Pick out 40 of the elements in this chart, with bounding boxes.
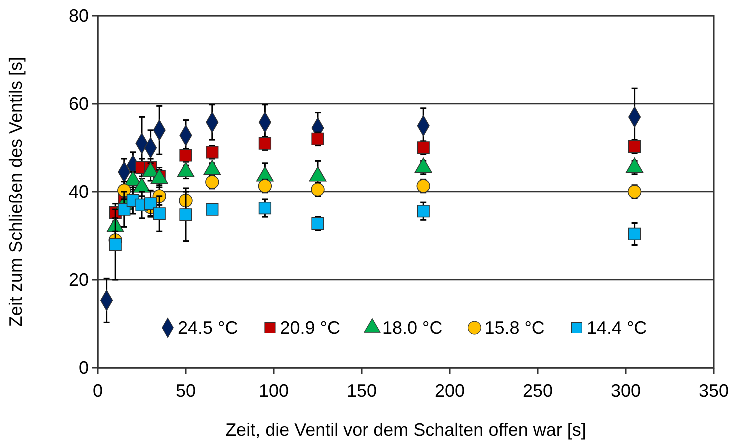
legend-label: 24.5 °C xyxy=(178,318,238,338)
point xyxy=(628,140,642,153)
point xyxy=(312,132,324,146)
point xyxy=(180,149,192,162)
point xyxy=(628,185,642,199)
y-tick-label: 60 xyxy=(68,94,89,114)
legend-label: 15.8 °C xyxy=(484,318,545,338)
x-tick-label: 100 xyxy=(258,380,290,401)
legend-label: 18.0 °C xyxy=(382,318,443,338)
point xyxy=(417,205,430,218)
x-tick-label: 250 xyxy=(522,380,554,401)
point xyxy=(312,217,324,230)
y-tick-label: 0 xyxy=(78,358,89,378)
point xyxy=(109,238,122,252)
point xyxy=(311,182,325,197)
y-tick-label: 20 xyxy=(68,270,89,290)
point xyxy=(206,176,220,190)
y-tick-label: 40 xyxy=(68,182,89,202)
point xyxy=(258,202,272,215)
point xyxy=(144,198,158,210)
point xyxy=(206,203,219,216)
x-tick-label: 0 xyxy=(92,380,104,401)
point xyxy=(153,208,166,220)
x-tick-label: 300 xyxy=(610,380,642,401)
point xyxy=(206,146,219,159)
x-axis-title: Zeit, die Ventil vor dem Schalten offen war [s] xyxy=(226,420,586,440)
x-tick-label: 150 xyxy=(346,380,378,401)
point xyxy=(258,179,272,194)
point xyxy=(628,228,642,241)
point xyxy=(180,208,192,222)
legend-label: 14.4 °C xyxy=(586,318,648,338)
x-tick-label: 50 xyxy=(176,380,196,401)
x-tick-label: 350 xyxy=(698,380,730,401)
point xyxy=(258,137,272,150)
point xyxy=(416,179,430,194)
y-axis-title: Zeit zum Schließen des Ventils [s] xyxy=(6,56,26,328)
legend-label: 20.9 °C xyxy=(280,318,340,338)
x-tick-label: 200 xyxy=(434,380,466,401)
y-tick-label: 80 xyxy=(68,6,89,26)
point xyxy=(417,142,430,154)
